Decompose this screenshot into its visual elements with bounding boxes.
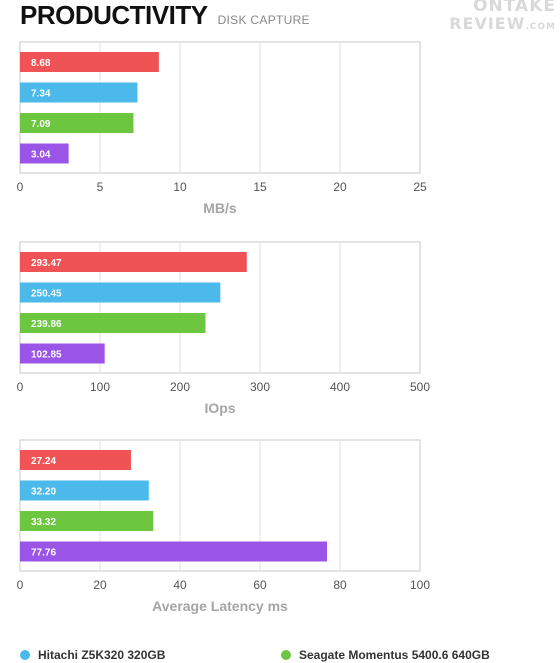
legend-swatch-icon: [20, 650, 30, 660]
x-tick-label: 0: [17, 180, 24, 194]
legend-item: Hitachi Z5K320 320GB: [20, 648, 165, 662]
watermark-word: REVIEW: [449, 14, 526, 33]
legend-swatch-icon: [281, 650, 291, 660]
data-bar: [20, 82, 138, 103]
bar-value-label: 77.76: [31, 548, 56, 559]
bar-value-label: 7.09: [31, 119, 51, 130]
data-bar: [20, 143, 69, 164]
x-tick-label: 0: [17, 380, 24, 394]
x-tick-label: 5: [97, 180, 104, 194]
x-axis-label: IOps: [204, 400, 235, 416]
bar-value-label: 293.47: [31, 258, 62, 269]
watermark-suffix: .COM: [525, 22, 556, 32]
watermark-line-1: ONTAKE: [473, 0, 556, 16]
bar-value-label: 239.86: [31, 319, 62, 330]
bar-value-label: 102.85: [31, 350, 62, 361]
data-bar: [20, 113, 134, 133]
x-tick-label: 100: [410, 578, 430, 592]
data-bar: [20, 480, 149, 501]
bar-value-label: 27.24: [31, 456, 56, 467]
x-tick-label: 400: [330, 380, 350, 394]
data-bar: [20, 252, 247, 272]
site-watermark-logo: ONTAKE REVIEW.COM: [416, 0, 556, 34]
x-tick-label: 15: [253, 180, 267, 194]
x-tick-label: 0: [17, 578, 24, 592]
data-bar: [20, 282, 221, 303]
watermark-line-2: REVIEW.COM: [416, 15, 556, 36]
x-tick-label: 10: [173, 180, 187, 194]
data-bar: [20, 313, 206, 333]
x-tick-label: 60: [253, 578, 267, 592]
x-axis-label: MB/s: [203, 200, 237, 216]
legend: Hitachi Z5K320 320GB Seagate Momentus 54…: [0, 648, 560, 663]
legend-label: Hitachi Z5K320 320GB: [38, 648, 166, 662]
page-header: PRODUCTIVITY DISK CAPTURE: [20, 0, 310, 30]
page-subtitle: DISK CAPTURE: [217, 13, 310, 27]
x-tick-label: 200: [170, 380, 190, 394]
x-tick-label: 80: [333, 578, 347, 592]
bar-value-label: 32.20: [31, 487, 56, 498]
x-tick-label: 100: [90, 380, 110, 394]
data-bar: [20, 450, 131, 470]
data-bar: [20, 52, 159, 72]
data-bar: [20, 343, 105, 364]
bar-value-label: 8.68: [31, 58, 51, 69]
data-bar: [20, 511, 154, 531]
page-title: PRODUCTIVITY: [20, 0, 208, 30]
legend-item: Seagate Momentus 5400.6 640GB: [281, 648, 490, 662]
bar-value-label: 7.34: [31, 89, 51, 100]
x-tick-label: 500: [410, 380, 430, 394]
data-bar: [20, 541, 328, 562]
x-tick-label: 300: [250, 380, 270, 394]
x-tick-label: 25: [413, 180, 427, 194]
bar-value-label: 33.32: [31, 517, 56, 528]
bar-value-label: 3.04: [31, 150, 51, 161]
bar-value-label: 250.45: [31, 289, 62, 300]
x-axis-label: Average Latency ms: [152, 598, 288, 614]
x-tick-label: 20: [93, 578, 107, 592]
x-tick-label: 20: [333, 180, 347, 194]
legend-label: Seagate Momentus 5400.6 640GB: [299, 648, 490, 662]
x-tick-label: 40: [173, 578, 187, 592]
